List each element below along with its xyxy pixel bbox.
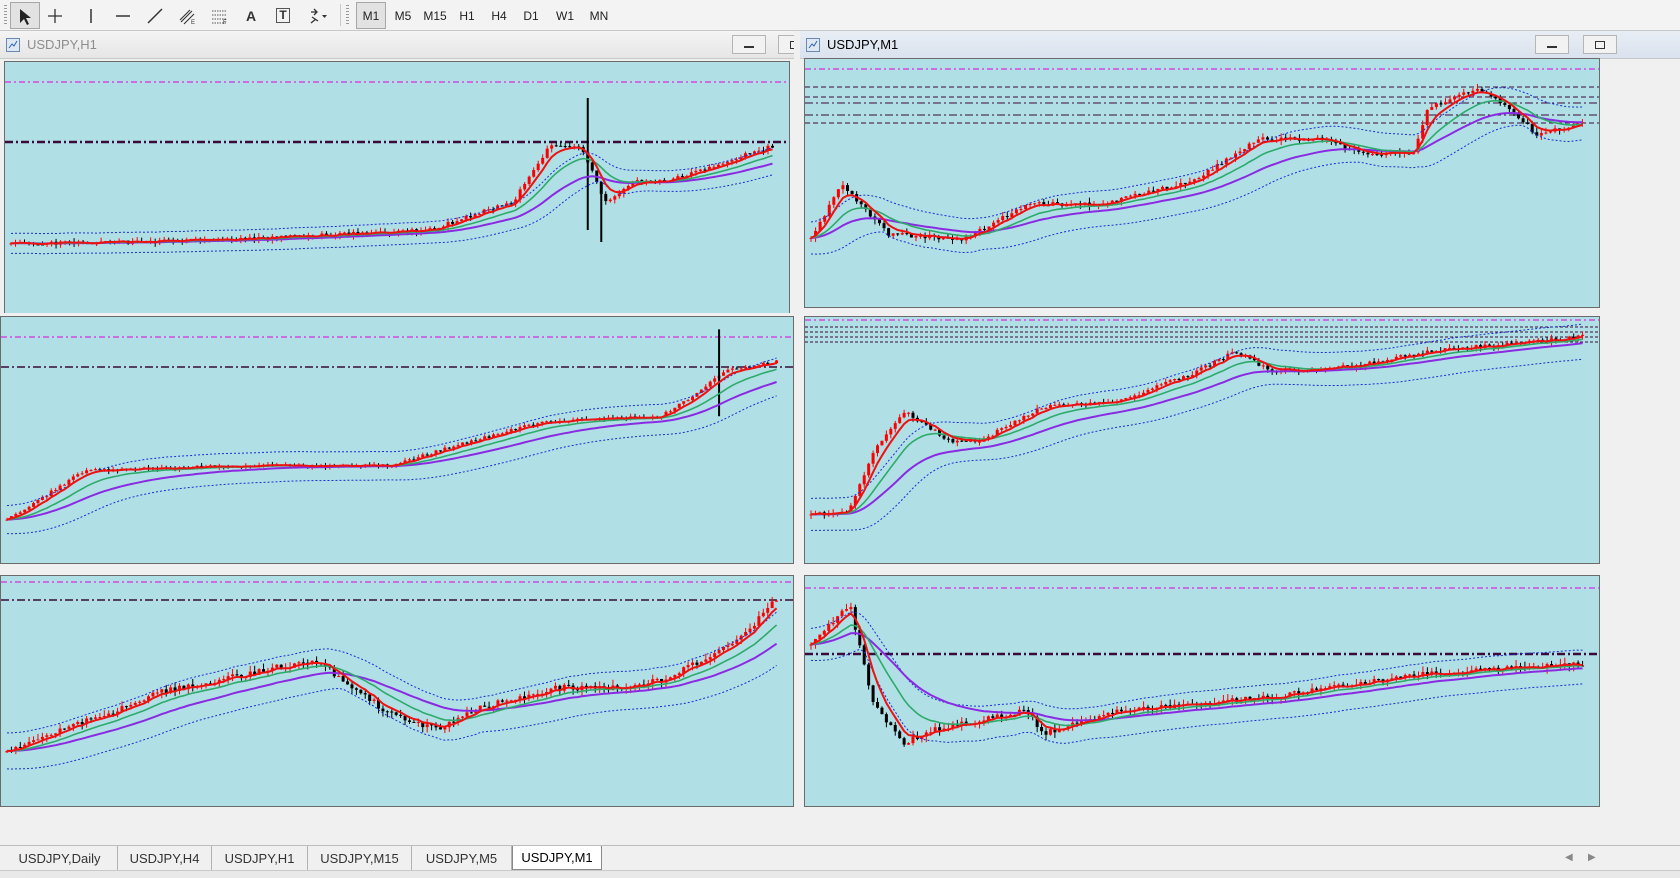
tab-usdjpy-h1[interactable]: USDJPY,H1 <box>212 846 308 870</box>
ma-slow-line <box>810 112 1583 239</box>
tab-usdjpy-daily[interactable]: USDJPY,Daily <box>2 846 118 870</box>
ma-fast-line <box>810 335 1583 516</box>
restore-button[interactable] <box>778 35 794 54</box>
period-button-h4[interactable]: H4 <box>491 8 507 23</box>
ma-fast-line <box>6 607 778 753</box>
period-button-w1[interactable]: W1 <box>556 8 574 23</box>
minimize-button[interactable] <box>732 35 766 54</box>
period-button-d1[interactable]: D1 <box>523 8 539 23</box>
period-button-h1[interactable]: H1 <box>459 8 475 23</box>
bollinger-upper <box>810 611 1583 710</box>
chart-background <box>805 576 1599 806</box>
chart-plot[interactable] <box>0 575 794 807</box>
trendline-tool[interactable] <box>140 2 170 29</box>
text-label-tool[interactable]: T <box>268 2 298 29</box>
chart-tab-bar: USDJPY,Daily USDJPY,H4 USDJPY,H1 USDJPY,M15… <box>0 845 1680 870</box>
ma-fast-line <box>810 91 1583 241</box>
ma-slow-line <box>7 642 778 752</box>
restore-button[interactable] <box>1583 35 1617 54</box>
minimize-button[interactable] <box>1535 35 1569 54</box>
bollinger-lower <box>810 124 1583 255</box>
toolbar-grip[interactable] <box>4 5 7 26</box>
status-bar <box>0 870 1680 878</box>
ma-mid-line <box>810 99 1583 239</box>
window-titlebar[interactable]: USDJPY,H1 <box>0 31 794 59</box>
vertical-line-tool[interactable] <box>76 2 106 29</box>
arrows-dropdown-icon <box>310 8 327 24</box>
text-icon: A <box>245 7 257 24</box>
bollinger-upper <box>6 357 777 507</box>
window-title: USDJPY,M1 <box>827 37 899 52</box>
scroll-left-icon[interactable]: ◀ <box>1565 852 1573 863</box>
period-button-m1[interactable]: M1 <box>356 2 386 29</box>
equidistant-channel-tool[interactable]: E <box>172 2 202 29</box>
chart-plot[interactable] <box>804 316 1600 564</box>
toolbar: E F A T M1 M5 M15 H1 H4 D1 W1 MN <box>0 0 1680 31</box>
channel-icon: E <box>179 9 195 25</box>
chart-window-h1[interactable]: USDJPY,H1 <box>0 31 794 313</box>
tab-usdjpy-m15[interactable]: USDJPY,M15 <box>308 846 412 870</box>
tab-usdjpy-m5[interactable]: USDJPY,M5 <box>412 846 512 870</box>
ma-slow-line <box>810 632 1583 722</box>
bollinger-lower <box>11 174 773 255</box>
ma-fast-line <box>810 612 1583 738</box>
bollinger-lower <box>811 358 1583 531</box>
crosshair-tool[interactable] <box>40 2 70 29</box>
trendline-icon <box>147 7 163 24</box>
ma-fast-line <box>6 362 777 521</box>
cursor-arrow-icon <box>20 8 31 25</box>
horizontal-line-icon <box>116 14 130 17</box>
svg-text:E: E <box>191 20 195 25</box>
chart-window-m1[interactable]: USDJPY,M1 <box>800 31 1680 313</box>
chart-plot[interactable] <box>804 575 1600 807</box>
horizontal-line-tool[interactable] <box>108 2 138 29</box>
chart-background <box>1 317 793 563</box>
vertical-line-icon <box>90 8 92 23</box>
chart-plot[interactable] <box>4 61 790 313</box>
fibonacci-tool[interactable]: F <box>204 2 234 29</box>
fibonacci-icon: F <box>212 10 227 25</box>
chart-background <box>805 59 1599 307</box>
ma-mid-line <box>810 338 1583 516</box>
chart-window-icon <box>6 38 20 52</box>
bollinger-upper <box>10 147 773 235</box>
bollinger-upper <box>7 611 777 734</box>
bollinger-lower <box>6 664 777 770</box>
text-label-icon: T <box>276 8 290 23</box>
tab-usdjpy-h4[interactable]: USDJPY,H4 <box>118 846 212 870</box>
chart-window-icon <box>806 38 820 52</box>
ma-slow-line <box>811 342 1583 516</box>
cursor-tool[interactable] <box>10 2 40 29</box>
tab-usdjpy-m1[interactable]: USDJPY,M1 <box>512 846 602 870</box>
scroll-right-icon[interactable]: ▶ <box>1588 852 1596 863</box>
ma-mid-line <box>7 624 778 752</box>
bollinger-lower <box>6 395 777 535</box>
window-titlebar[interactable]: USDJPY,M1 <box>800 31 1680 59</box>
toolbar-grip[interactable] <box>346 5 349 26</box>
period-button-m5[interactable]: M5 <box>394 8 412 23</box>
chart-plot[interactable] <box>804 58 1600 308</box>
arrows-tool[interactable] <box>300 2 336 29</box>
bollinger-upper <box>810 87 1583 223</box>
period-button-mn[interactable]: MN <box>589 8 609 23</box>
ma-mid-line <box>810 624 1583 727</box>
chart-background <box>805 317 1599 563</box>
bollinger-lower <box>810 648 1583 744</box>
svg-text:F: F <box>223 20 227 25</box>
period-button-m15[interactable]: M15 <box>423 8 447 23</box>
ma-fast-line <box>10 146 773 246</box>
crosshair-icon <box>48 8 62 23</box>
window-title: USDJPY,H1 <box>27 37 97 52</box>
text-tool[interactable]: A <box>236 2 266 29</box>
chart-plot[interactable] <box>0 316 794 564</box>
chart-background <box>1 576 793 806</box>
toolbar-separator <box>340 4 341 26</box>
